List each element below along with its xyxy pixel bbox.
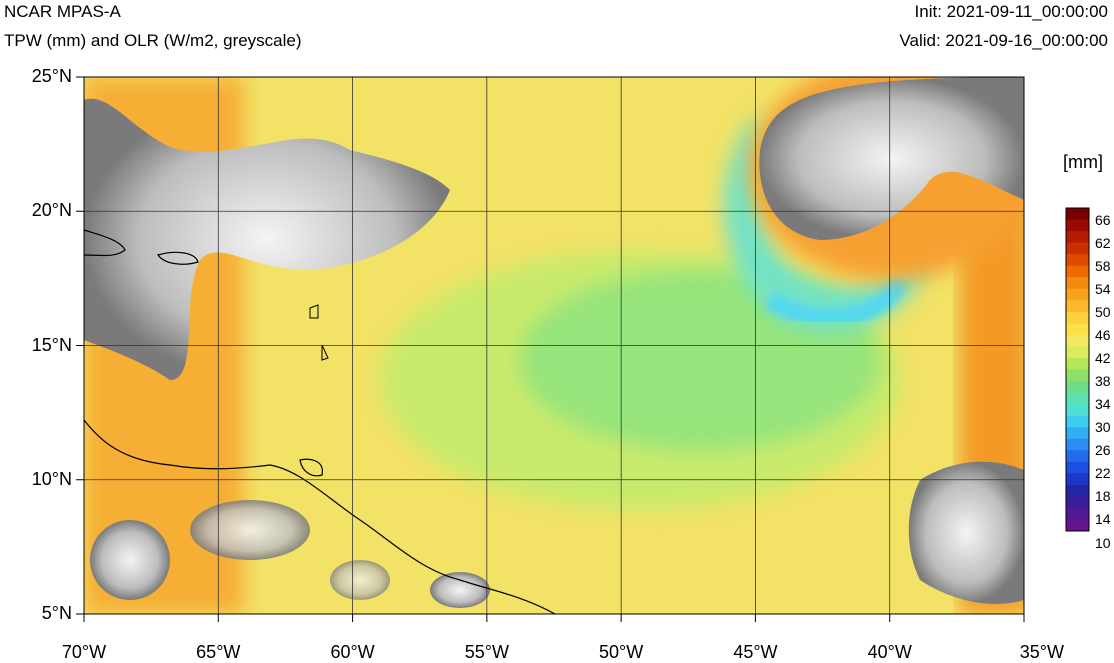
colorbar-swatch — [1066, 473, 1089, 486]
axis-ticks — [76, 76, 1025, 622]
colorbar-units: [mm] — [1063, 152, 1103, 172]
colorbar-swatch — [1066, 438, 1089, 451]
init-time-label: Init: 2021-09-11_00:00:00 — [914, 2, 1108, 21]
lat-label: 5°N — [41, 603, 72, 623]
valid-time-label: Valid: 2021-09-16_00:00:00 — [899, 31, 1108, 50]
colorbar — [1065, 207, 1090, 532]
colorbar-label: 58 — [1095, 257, 1111, 274]
lat-label: 10°N — [31, 468, 72, 489]
colorbar-swatch — [1066, 450, 1089, 463]
colorbar-swatch — [1066, 265, 1089, 278]
colorbar-swatch — [1066, 357, 1089, 370]
lat-label: 20°N — [31, 200, 72, 221]
colorbar-swatch — [1066, 254, 1089, 267]
colorbar-label: 10 — [1095, 534, 1111, 551]
lon-label: 70°W — [61, 642, 107, 662]
lon-label: 45°W — [733, 642, 778, 662]
colorbar-frame — [1065, 207, 1090, 532]
colorbar-label: 22 — [1095, 465, 1111, 482]
colorbar-swatch — [1066, 484, 1089, 497]
colorbar-swatch — [1066, 231, 1089, 244]
lon-label: 55°W — [464, 642, 509, 662]
colorbar-swatch — [1066, 461, 1089, 474]
colorbar-swatch — [1066, 208, 1089, 221]
colorbar-label: 18 — [1095, 488, 1111, 505]
colorbar-swatch — [1066, 496, 1089, 509]
lon-label: 40°W — [867, 642, 912, 662]
colorbar-label: 14 — [1095, 511, 1111, 528]
colorbar-swatch — [1066, 277, 1089, 290]
colorbar-swatch — [1066, 346, 1089, 359]
colorbar-swatch — [1066, 334, 1089, 347]
colorbar-swatch — [1066, 519, 1089, 532]
chart-title: NCAR MPAS-A — [4, 2, 121, 21]
colorbar-swatch — [1066, 381, 1089, 394]
colorbar-swatch — [1066, 311, 1089, 324]
chart-subtitle: TPW (mm) and OLR (W/m2, greyscale) — [4, 31, 302, 50]
colorbar-label: 38 — [1095, 373, 1111, 390]
colorbar-swatch — [1066, 427, 1089, 440]
colorbar-swatch — [1066, 404, 1089, 417]
lat-label: 15°N — [31, 334, 72, 355]
lon-label: 50°W — [599, 642, 644, 662]
colorbar-label: 46 — [1095, 326, 1111, 343]
lon-label: 60°W — [330, 642, 375, 662]
colorbar-swatch — [1066, 507, 1089, 520]
colorbar-swatch — [1066, 300, 1089, 313]
colorbar-swatch — [1066, 415, 1089, 428]
colorbar-swatch — [1066, 369, 1089, 382]
colorbar-swatch — [1066, 288, 1089, 301]
lon-label: 35°W — [1019, 642, 1064, 662]
colorbar-label: 50 — [1095, 303, 1111, 320]
colorbar-swatch — [1066, 392, 1089, 405]
colorbar-swatch — [1066, 219, 1089, 232]
colorbar-label: 62 — [1095, 234, 1111, 251]
colorbar-label: 34 — [1095, 396, 1111, 413]
colorbar-label: 66 — [1095, 211, 1111, 228]
colorbar-swatch — [1066, 242, 1089, 255]
colorbar-label: 26 — [1095, 442, 1111, 459]
colorbar-label: 54 — [1095, 280, 1111, 297]
colorbar-label: 30 — [1095, 419, 1111, 436]
lat-label: 25°N — [31, 66, 72, 86]
lon-label: 65°W — [196, 642, 241, 662]
map-field — [84, 77, 1024, 614]
colorbar-label: 42 — [1095, 349, 1111, 366]
map-gridlines — [84, 77, 1024, 614]
colorbar-swatch — [1066, 323, 1089, 336]
